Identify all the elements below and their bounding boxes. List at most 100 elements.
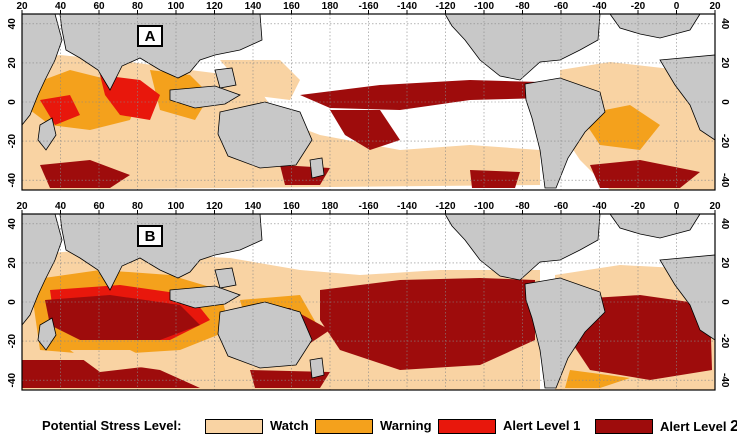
stress-region-w: [220, 60, 300, 100]
lon-tick-label: -40: [592, 1, 607, 12]
lon-tick-label: -100: [474, 201, 494, 212]
lat-tick-label: 0: [7, 99, 18, 105]
lat-tick-label: 20: [719, 257, 730, 269]
legend-label-warning: Warning: [380, 418, 432, 433]
stress-region-d: [470, 170, 520, 188]
lat-tick-label: 20: [7, 257, 18, 269]
lon-tick-label: 80: [132, 201, 144, 212]
legend-label-alert-2-text: Alert Level: [660, 419, 731, 434]
lat-tick-label: 0: [7, 299, 18, 305]
lon-tick-label: -40: [592, 201, 607, 212]
stress-region-d: [330, 110, 400, 150]
landmass: [309, 157, 325, 179]
lat-tick-label: -40: [7, 173, 18, 188]
lon-tick-label: 20: [709, 1, 721, 12]
landmass: [21, 213, 63, 327]
legend-label-alert-2: Alert Level 2: [660, 418, 737, 436]
lon-tick-label: -160: [358, 201, 378, 212]
landmass: [214, 67, 237, 89]
stress-region-d: [40, 160, 130, 188]
lon-tick-label: 180: [322, 1, 339, 12]
lon-tick-label: 160: [283, 201, 300, 212]
legend-label-watch: Watch: [270, 418, 309, 433]
stress-region-d: [45, 295, 200, 340]
map-panel-a: 20 40 60 80 100 120 140 160 180 -160 -140 -120 -100 -…: [0, 0, 737, 196]
lon-tick-label: -100: [474, 1, 494, 12]
lon-tick-label: 60: [93, 1, 105, 12]
legend-swatch-alert-2: [595, 419, 653, 434]
lat-tick-label: 0: [719, 299, 730, 305]
landmass: [169, 285, 241, 309]
lat-tick-label: -40: [719, 173, 730, 188]
lat-tick-label: -20: [7, 133, 18, 148]
lon-tick-label: 40: [55, 201, 67, 212]
lon-tick-label: -140: [397, 201, 417, 212]
lat-tick-label: 40: [7, 218, 18, 230]
legend-label-alert-2-number: 2: [730, 418, 737, 435]
lat-tick-label: -20: [7, 333, 18, 348]
stress-region-d: [320, 278, 535, 370]
lat-tick-label: -40: [7, 373, 18, 388]
lon-tick-label: 60: [93, 201, 105, 212]
panel-label-a: A: [137, 25, 163, 47]
lon-tick-label: -160: [358, 1, 378, 12]
lon-tick-label: -80: [515, 201, 530, 212]
lon-tick-label: 20: [16, 1, 28, 12]
lat-tick-label: 40: [7, 18, 18, 30]
legend-swatch-warning: [315, 419, 373, 434]
lon-tick-label: -20: [631, 1, 646, 12]
landmass: [59, 213, 263, 291]
lon-tick-label: -60: [554, 201, 569, 212]
landmass: [217, 301, 313, 369]
landmass: [217, 101, 313, 169]
panel-label-b: B: [137, 225, 163, 247]
axis-labels: 20 40 60 80 100 120 140 160 180 -160 -140 -120 -100 -…: [7, 201, 730, 388]
lon-tick-label: 40: [55, 1, 67, 12]
grid-lines: [21, 213, 716, 391]
landmass: [59, 13, 263, 91]
map-svg-a: 20 40 60 80 100 120 140 160 180 -160 -140 -120 -100 -…: [7, 1, 730, 191]
lat-tick-label: -20: [719, 334, 730, 349]
lat-tick-label: 20: [719, 57, 730, 69]
landmass: [309, 357, 325, 379]
landmass: [169, 85, 241, 109]
landmass: [524, 77, 606, 189]
lon-tick-label: 180: [322, 201, 339, 212]
lon-tick-label: 0: [674, 1, 680, 12]
lon-tick-label: 120: [206, 201, 223, 212]
lon-tick-label: 100: [168, 201, 185, 212]
axis-labels: 20 40 60 80 100 120 140 160 180 -160 -140 -120 -100 -…: [7, 1, 730, 188]
lon-tick-label: 100: [168, 1, 185, 12]
landmass: [37, 117, 57, 151]
landmass: [21, 13, 63, 127]
legend-label-alert-1: Alert Level 1: [503, 418, 581, 433]
land-layer: [21, 13, 716, 189]
lon-tick-label: 140: [245, 1, 262, 12]
stress-region-o: [565, 370, 630, 388]
lon-tick-label: 160: [283, 1, 300, 12]
stress-region-r: [100, 75, 160, 120]
lon-tick-label: -20: [631, 201, 646, 212]
lat-tick-label: 0: [719, 99, 730, 105]
stress-region-d: [22, 360, 200, 388]
lon-tick-label: -60: [554, 1, 569, 12]
map-svg-b: 20 40 60 80 100 120 140 160 180 -160 -140 -120 -100 -…: [7, 201, 730, 391]
lon-tick-label: -120: [435, 201, 455, 212]
stress-region-d: [250, 370, 330, 388]
lon-tick-label: -120: [435, 1, 455, 12]
lon-tick-label: 0: [674, 201, 680, 212]
lat-tick-label: 20: [7, 57, 18, 69]
lon-tick-label: -80: [515, 1, 530, 12]
landmass: [524, 277, 606, 389]
landmass: [37, 317, 57, 351]
lon-tick-label: 20: [16, 201, 28, 212]
legend-title: Potential Stress Level:: [42, 418, 182, 433]
lon-tick-label: 80: [132, 1, 144, 12]
stress-region-d: [590, 160, 700, 188]
landmass: [214, 267, 237, 289]
land-layer: [21, 213, 716, 389]
lat-tick-label: -40: [719, 373, 730, 388]
stress-region-r: [40, 95, 80, 125]
lat-tick-label: -20: [719, 134, 730, 149]
legend-swatch-watch: [205, 419, 263, 434]
